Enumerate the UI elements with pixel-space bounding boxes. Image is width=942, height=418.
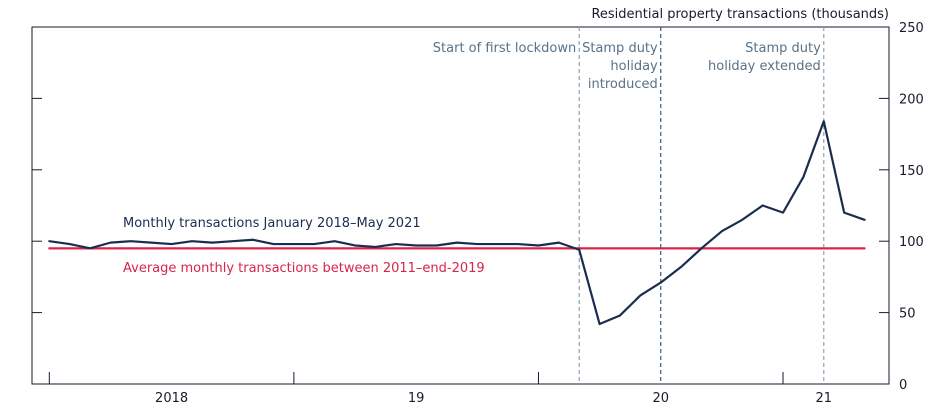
monthly-series-label: Monthly transactions January 2018–May 20… bbox=[123, 216, 421, 231]
y-tick-label: 0 bbox=[899, 378, 907, 393]
y-tick-label: 250 bbox=[899, 21, 924, 36]
x-tick-label: 2018 bbox=[155, 391, 188, 406]
y-tick-label: 50 bbox=[899, 307, 916, 322]
annotation-label: holiday bbox=[610, 59, 658, 74]
annotation-label: introduced bbox=[588, 77, 658, 92]
y-tick-label: 200 bbox=[899, 92, 924, 107]
x-tick-label: 21 bbox=[816, 391, 833, 406]
x-tick-label: 20 bbox=[652, 391, 669, 406]
plot-frame bbox=[31, 26, 890, 385]
average-series-label: Average monthly transactions between 201… bbox=[123, 261, 485, 276]
y-tick-label: 150 bbox=[899, 164, 924, 179]
annotation-label: Stamp duty bbox=[745, 41, 821, 56]
x-tick-label: 19 bbox=[408, 391, 425, 406]
y-axis-title: Residential property transactions (thous… bbox=[591, 7, 889, 22]
annotation-label: Start of first lockdown bbox=[433, 41, 576, 56]
annotation-label: Stamp duty bbox=[582, 41, 658, 56]
monthly-transactions-line bbox=[48, 120, 866, 326]
annotation-label: holiday extended bbox=[708, 59, 821, 74]
y-tick-label: 100 bbox=[899, 235, 924, 250]
